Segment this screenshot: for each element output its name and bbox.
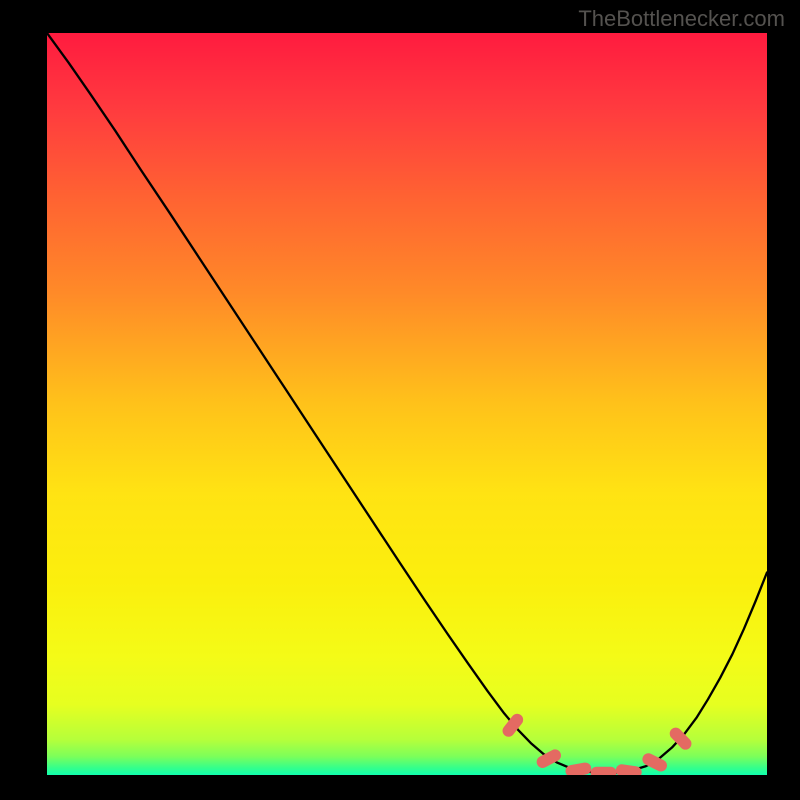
marker-pill	[591, 767, 617, 779]
plot-background	[47, 33, 767, 775]
bottleneck-chart	[0, 0, 800, 800]
watermark-text: TheBottlenecker.com	[578, 6, 785, 32]
chart-stage: TheBottlenecker.com	[0, 0, 800, 800]
